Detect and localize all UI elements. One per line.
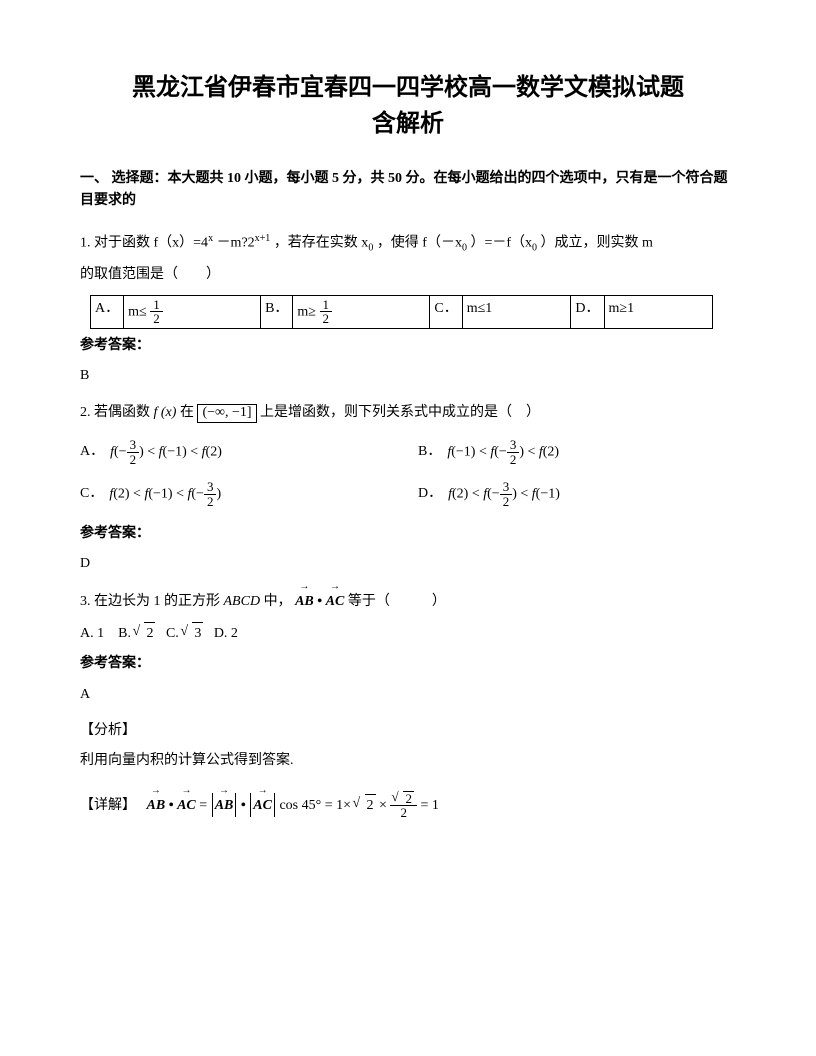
q1-sup-x1: x+1 xyxy=(255,233,271,244)
q2-optD: D． f(2) < f(−32) < f(−1) xyxy=(418,480,560,508)
q3d-times: × xyxy=(379,798,387,813)
q1-optC-text: m≤1 xyxy=(462,295,571,328)
q3d-abs-ac: AC xyxy=(250,793,275,817)
q3-stem-b: 中， xyxy=(264,594,292,609)
q2-options-row1: A． f(−32) < f(−1) < f(2) B． f(−1) < f(−3… xyxy=(80,438,736,466)
q1-optB-cell: m≥ 12 xyxy=(293,295,430,328)
q3d-cos: cos 45° xyxy=(279,798,321,813)
q2-fx: f (x) xyxy=(154,405,180,420)
q3d-vec-ac: AC xyxy=(177,793,196,817)
q2-stem-b: 在 xyxy=(180,405,194,420)
q2-optA-label: A． xyxy=(80,441,104,463)
q3-optC-sqrt: 3 xyxy=(182,622,203,645)
question-3: 3. 在边长为 1 的正方形 ABCD 中， AB • AC 等于（ ） xyxy=(80,589,736,613)
q1-sup-x: x xyxy=(208,233,213,244)
q2-optB-expr: f(−1) < f(−32) < f(2) xyxy=(447,438,559,466)
q3-optA: A. 1 xyxy=(80,626,104,641)
q1-stem-f: ）成立，则实数 m xyxy=(541,235,653,250)
q2-options-row2: C． f(2) < f(−1) < f(−32) D． f(2) < f(−32… xyxy=(80,480,736,508)
q3d-abs-ab: AB xyxy=(212,793,237,817)
q2-optC: C． f(2) < f(−1) < f(−32) xyxy=(80,480,370,508)
q3d-vec-ab: AB xyxy=(147,793,166,817)
q1-answer-label: 参考答案： xyxy=(80,335,736,357)
question-1: 1. 对于函数 f（x）=4x －m?2x+1 ，若存在实数 x0 ，使得 f（… xyxy=(80,231,736,256)
q3d-frac: 2 2 xyxy=(390,791,417,820)
q3-vec-ac: AC xyxy=(326,589,345,613)
q1-stem-c: ，若存在实数 x xyxy=(274,235,369,250)
q3-abcd: ABCD xyxy=(224,594,261,609)
q3-optB-sqrt: 2 xyxy=(134,622,155,645)
q1-answer: B xyxy=(80,365,736,387)
q3d-eqend: = 1 xyxy=(420,798,438,813)
title-line2: 含解析 xyxy=(372,110,444,137)
q1-optA-frac: 12 xyxy=(150,298,163,326)
q3-optD: D. 2 xyxy=(214,626,238,641)
q3-stem-c: 等于（ ） xyxy=(348,594,446,609)
q1-sub-0a: 0 xyxy=(368,242,373,253)
q1-optA-cell: m≤ 12 xyxy=(124,295,261,328)
q1-optB-letter: B． xyxy=(261,295,293,328)
q3-options: A. 1 B. 2 C. 3 D. 2 xyxy=(80,622,736,645)
q2-optB-label: B． xyxy=(418,441,441,463)
q3-analysis: 利用向量内积的计算公式得到答案. xyxy=(80,750,736,772)
q1-optA-text: m≤ xyxy=(128,304,147,319)
q3-analysis-label: 【分析】 xyxy=(80,720,736,742)
q3d-dot1: • xyxy=(169,798,174,813)
q1-optB-frac: 12 xyxy=(320,298,333,326)
q3-answer-label: 参考答案： xyxy=(80,653,736,675)
q2-stem-a: 2. 若偶函数 xyxy=(80,405,150,420)
q1-sub-0b: 0 xyxy=(462,242,467,253)
q3-detail-label: 【详解】 xyxy=(80,798,136,813)
q3d-dot2: • xyxy=(241,798,246,813)
section-1-heading: 一、 选择题：本大题共 10 小题，每小题 5 分，共 50 分。在每小题给出的… xyxy=(80,168,736,213)
q2-interval: (−∞, −1] xyxy=(197,404,256,424)
q1-stem-line2: 的取值范围是（ ） xyxy=(80,264,736,286)
q1-options-table: A． m≤ 12 B． m≥ 12 C． m≤1 D． m≥1 xyxy=(90,295,713,329)
q2-optC-expr: f(2) < f(−1) < f(−32) xyxy=(109,480,221,508)
q1-optC-letter: C． xyxy=(430,295,462,328)
q1-stem-b: －m?2 xyxy=(217,235,255,250)
q3-detail: 【详解】 AB • AC = AB • AC cos 45° = 1× 2 × … xyxy=(80,791,736,820)
q2-answer-label: 参考答案： xyxy=(80,523,736,545)
page-title: 黑龙江省伊春市宜春四一四学校高一数学文模拟试题 含解析 xyxy=(80,70,736,142)
q2-optA: A． f(−32) < f(−1) < f(2) xyxy=(80,438,370,466)
q2-optB: B． f(−1) < f(−32) < f(2) xyxy=(418,438,559,466)
q1-optD-text: m≥1 xyxy=(604,295,713,328)
q3-stem-a: 3. 在边长为 1 的正方形 xyxy=(80,594,224,609)
q2-optD-label: D． xyxy=(418,483,442,505)
q1-stem-a: 1. 对于函数 f（x）=4 xyxy=(80,235,208,250)
q1-optD-letter: D． xyxy=(571,295,604,328)
q3d-sqrt2a: 2 xyxy=(355,794,376,817)
q2-answer: D xyxy=(80,553,736,575)
q3-answer: A xyxy=(80,684,736,706)
q3-dot: • xyxy=(317,594,322,609)
q1-optB-text: m≥ xyxy=(297,304,316,319)
q3-vec-ab: AB xyxy=(295,589,314,613)
q1-stem-d: ，使得 f（－x xyxy=(377,235,462,250)
q3d-eq1: = 1× xyxy=(325,798,351,813)
q2-optC-label: C． xyxy=(80,483,103,505)
q2-optD-expr: f(2) < f(−32) < f(−1) xyxy=(448,480,560,508)
q1-sub-0c: 0 xyxy=(532,242,537,253)
q1-stem-e: ）=－f（x xyxy=(470,235,532,250)
q1-optA-letter: A． xyxy=(91,295,124,328)
question-2: 2. 若偶函数 f (x) 在 (−∞, −1] 上是增函数，则下列关系式中成立… xyxy=(80,402,736,424)
q2-optA-expr: f(−32) < f(−1) < f(2) xyxy=(110,438,222,466)
title-line1: 黑龙江省伊春市宜春四一四学校高一数学文模拟试题 xyxy=(132,74,684,101)
q2-stem-c: 上是增函数，则下列关系式中成立的是（ ） xyxy=(260,405,540,420)
